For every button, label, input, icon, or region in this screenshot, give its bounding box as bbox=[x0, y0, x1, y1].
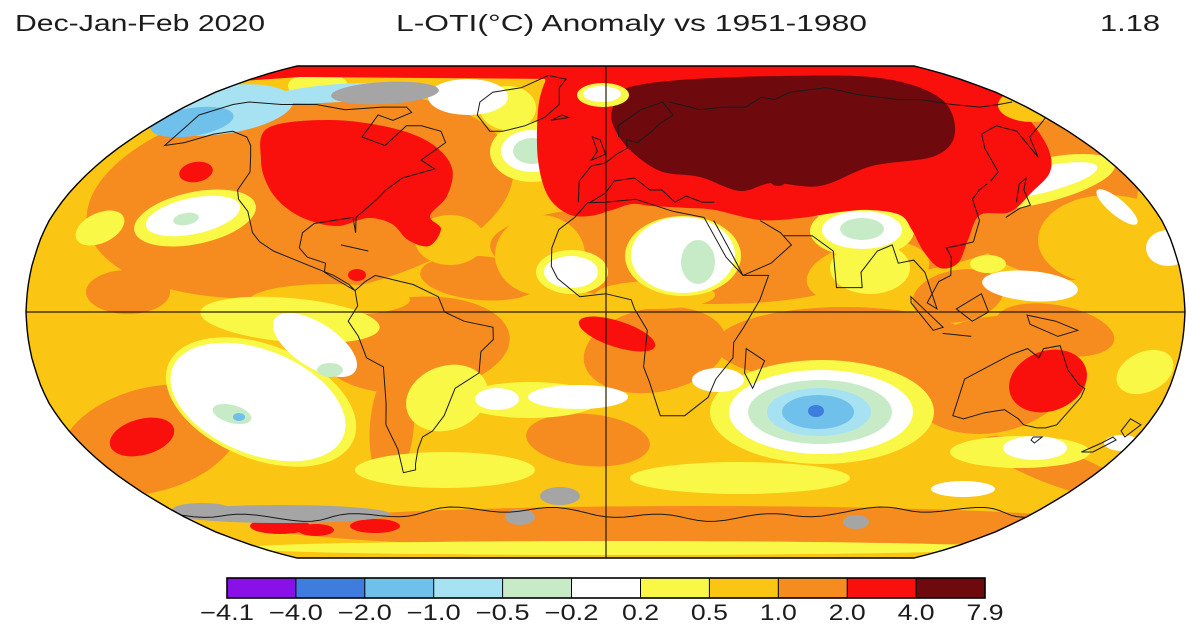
svg-text:2.0: 2.0 bbox=[829, 600, 866, 625]
svg-text:0.2: 0.2 bbox=[622, 600, 659, 625]
svg-text:1.18: 1.18 bbox=[1100, 10, 1160, 36]
svg-text:−0.5: −0.5 bbox=[476, 600, 530, 625]
svg-text:−4.0: −4.0 bbox=[269, 600, 323, 625]
svg-text:0.5: 0.5 bbox=[691, 600, 728, 625]
svg-text:4.0: 4.0 bbox=[898, 600, 935, 625]
svg-text:−0.2: −0.2 bbox=[545, 600, 599, 625]
svg-text:−1.0: −1.0 bbox=[407, 600, 461, 625]
svg-text:1.0: 1.0 bbox=[760, 600, 797, 625]
svg-text:−2.0: −2.0 bbox=[338, 600, 392, 625]
svg-text:L-OTI(°C) Anomaly vs 1951-1980: L-OTI(°C) Anomaly vs 1951-1980 bbox=[396, 10, 867, 36]
svg-text:Dec-Jan-Feb 2020: Dec-Jan-Feb 2020 bbox=[15, 10, 265, 36]
svg-text:7.9: 7.9 bbox=[967, 600, 1004, 625]
svg-text:−4.1: −4.1 bbox=[200, 600, 254, 625]
